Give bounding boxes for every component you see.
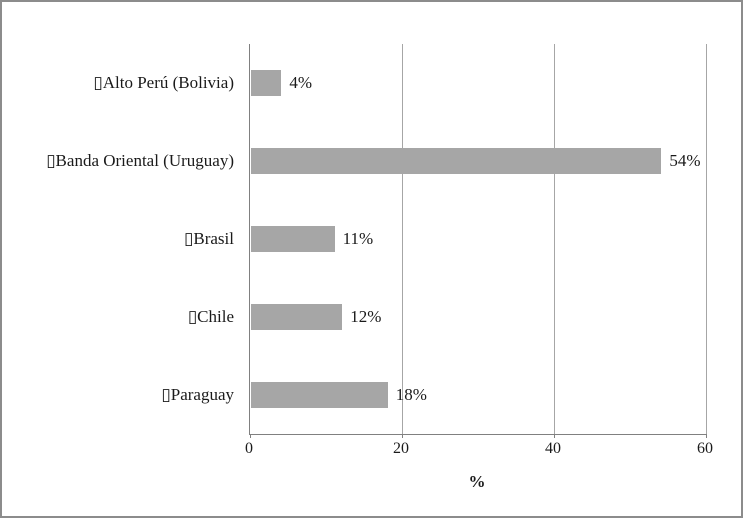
x-axis-title: % [468, 472, 486, 491]
category-axis-labels: ▯Alto Perú (Bolivia) ▯Banda Oriental (Uru… [2, 44, 242, 434]
bar-4 [251, 382, 388, 408]
bar-2 [251, 226, 335, 252]
category-label-0: ▯Alto Perú (Bolivia) [93, 73, 234, 92]
category-label-2: ▯Brasil [184, 229, 234, 248]
gridline [401, 44, 403, 434]
category-label-1: ▯Banda Oriental (Uruguay) [46, 151, 234, 170]
axis-tick-mark [706, 434, 707, 438]
bar-3 [251, 304, 343, 330]
x-tick-label-2: 40 [545, 440, 561, 457]
bar-1 [251, 148, 662, 174]
axis-tick-mark [250, 434, 251, 438]
value-label-0: 4% [289, 73, 313, 92]
gridline [706, 44, 707, 434]
x-tick-label-0: 0 [245, 440, 253, 457]
axis-tick-mark [402, 434, 403, 438]
category-label-4: ▯Paraguay [161, 385, 234, 404]
bar-0 [251, 70, 282, 96]
x-tick-label-3: 60 [697, 440, 713, 457]
value-label-4: 18% [395, 385, 427, 404]
gridline [553, 44, 555, 434]
plot-area: 4% 54% 11% 12% 18% [249, 44, 707, 438]
value-label-3: 12% [350, 307, 382, 326]
value-label-2: 11% [342, 229, 374, 248]
x-tick-label-1: 20 [393, 440, 409, 457]
value-label-1: 54% [669, 151, 701, 170]
axis-tick-mark [554, 434, 555, 438]
x-axis-tick-labels: 0 20 40 60 [2, 440, 741, 462]
category-label-3: ▯Chile [187, 307, 234, 326]
